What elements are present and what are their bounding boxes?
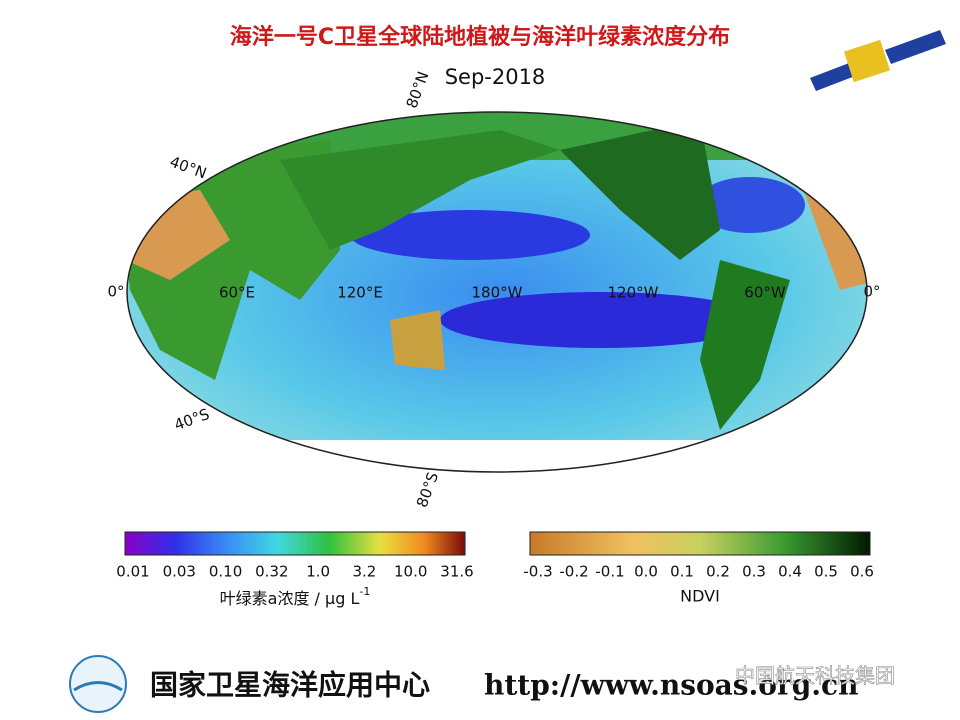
colorbar-tick-label: 31.6 [440,563,473,581]
chlorophyll-label: 叶绿素a浓度 / μg L-1 [220,585,371,608]
footer-org: 国家卫星海洋应用中心 [150,669,430,702]
colorbar-tick-label: -0.2 [559,563,588,581]
colorbar-tick-label: -0.3 [523,563,552,581]
colorbar-tick-label: 3.2 [352,563,376,581]
colorbar-tick-label: 0.5 [814,563,838,581]
colorbar-tick-label: 0.3 [742,563,766,581]
title: 海洋一号C卫星全球陆地植被与海洋叶绿素浓度分布 [230,24,730,50]
watermark: 中国航天科技集团 [735,664,895,688]
lon-label: 60°E [219,284,255,302]
lat-label: 0° [863,283,880,301]
lat-label: 80°N [403,69,433,111]
colorbar-tick-label: 0.03 [163,563,196,581]
footer-url: http://www.nsoas.org.cn [484,669,858,702]
colorbar-tick-label: 0.10 [209,563,242,581]
colorbar-tick-label: 10.0 [394,563,427,581]
label-sup: -1 [359,585,370,598]
satellite-icon [810,30,946,91]
colorbar-tick-label: 0.0 [634,563,658,581]
colorbar-tick-label: -0.1 [595,563,624,581]
map-date: Sep-2018 [445,65,546,89]
lat-label: 40°S [172,405,212,434]
lon-label: 120°E [337,284,383,302]
lon-label: 60°W [744,284,786,302]
lat-label: 0° [107,283,124,301]
colorbar-tick-label: 0.1 [670,563,694,581]
lat-label: 80°S [413,470,442,510]
label-text: 叶绿素a浓度 / μg L [220,589,360,608]
colorbar-tick-label: 0.32 [255,563,288,581]
map-outline [126,111,868,473]
lon-label: 180°W [472,284,523,302]
ndvi-colorbar [529,531,871,556]
chlorophyll-colorbar [124,531,466,556]
logo [69,655,127,713]
lat-label: 40°N [167,153,209,183]
colorbar-tick-label: 0.6 [850,563,874,581]
colorbar-tick-label: 1.0 [306,563,330,581]
colorbar-tick-label: 0.01 [116,563,149,581]
colorbar-tick-label: 0.4 [778,563,802,581]
ndvi-label: NDVI [680,587,720,606]
colorbar-tick-label: 0.2 [706,563,730,581]
lon-label: 120°W [608,284,659,302]
